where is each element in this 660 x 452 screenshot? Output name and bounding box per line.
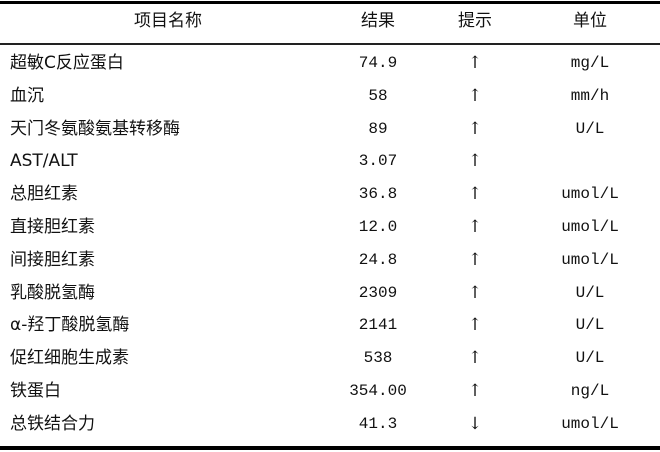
bottom-rule [0, 446, 660, 450]
unit-value: U/L [575, 119, 605, 138]
table-row: 乳酸脱氢酶 2309 ↑ U/L [0, 278, 660, 308]
hint-arrow: ↑ [467, 151, 483, 172]
table-row: 直接胆红素 12.0 ↑ umol/L [0, 212, 660, 242]
result-value: 36.8 [358, 185, 398, 204]
result-value: 89 [368, 119, 388, 138]
item-name: 乳酸脱氢酶 [10, 282, 95, 303]
unit-value: U/L [575, 316, 605, 335]
table-row: 促红细胞生成素 538 ↑ U/L [0, 343, 660, 373]
hint-arrow: ↑ [467, 184, 483, 205]
item-name: 总胆红素 [10, 184, 78, 205]
hint-arrow: ↑ [467, 53, 483, 73]
header-name: 项目名称 [134, 11, 202, 31]
unit-value: umol/L [561, 414, 619, 433]
top-rule [0, 1, 660, 4]
item-name: 铁蛋白 [10, 381, 61, 401]
table-row: 总胆红素 36.8 ↑ umol/L [0, 179, 660, 209]
item-name: 天门冬氨酸氨基转移酶 [10, 118, 180, 139]
table-row: 超敏C反应蛋白 74.9 ↑ mg/L [0, 48, 660, 78]
unit-value: umol/L [561, 218, 619, 236]
unit-value: U/L [575, 349, 605, 368]
unit-value: U/L [575, 283, 605, 302]
hint-arrow: ↓ [467, 413, 483, 434]
result-value: 2309 [358, 283, 398, 302]
result-value: 354.00 [349, 382, 407, 400]
hint-arrow: ↑ [467, 282, 483, 303]
item-name: 间接胆红素 [10, 249, 95, 270]
hint-arrow: ↑ [467, 217, 483, 237]
hint-arrow: ↑ [467, 85, 483, 106]
header-hint: 提示 [458, 11, 492, 31]
table-row: 总铁结合力 41.3 ↓ umol/L [0, 409, 660, 439]
header-rule [0, 43, 660, 45]
result-value: 3.07 [358, 152, 398, 171]
table-row: 血沉 58 ↑ mm/h [0, 81, 660, 111]
result-value: 12.0 [358, 218, 398, 236]
table-row: AST/ALT 3.07 ↑ [0, 146, 660, 176]
item-name: 促红细胞生成素 [10, 348, 129, 369]
hint-arrow: ↑ [467, 348, 483, 369]
item-name: 总铁结合力 [10, 413, 95, 434]
header-result: 结果 [361, 11, 395, 31]
item-name: 血沉 [10, 85, 44, 106]
hint-arrow: ↑ [467, 315, 483, 336]
result-value: 2141 [358, 316, 398, 335]
result-value: 538 [363, 349, 393, 368]
table-row: α-羟丁酸脱氢酶 2141 ↑ U/L [0, 310, 660, 340]
unit-value: umol/L [561, 250, 619, 269]
hint-arrow: ↑ [467, 118, 483, 139]
table-row: 天门冬氨酸氨基转移酶 89 ↑ U/L [0, 114, 660, 144]
result-value: 74.9 [358, 54, 398, 72]
result-value: 41.3 [358, 414, 398, 433]
unit-value: ng/L [570, 382, 610, 400]
unit-value: mg/L [570, 54, 610, 72]
item-name: 超敏C反应蛋白 [10, 53, 124, 73]
table-row: 铁蛋白 354.00 ↑ ng/L [0, 376, 660, 406]
item-name: α-羟丁酸脱氢酶 [10, 315, 130, 336]
hint-arrow: ↑ [467, 249, 483, 270]
item-name: AST/ALT [10, 151, 78, 172]
header-unit: 单位 [573, 11, 607, 31]
hint-arrow: ↑ [467, 381, 483, 401]
result-value: 24.8 [358, 250, 398, 269]
unit-value: mm/h [570, 86, 610, 105]
item-name: 直接胆红素 [10, 217, 95, 237]
unit-value: umol/L [561, 185, 619, 204]
table-row: 间接胆红素 24.8 ↑ umol/L [0, 245, 660, 275]
result-value: 58 [368, 86, 388, 105]
